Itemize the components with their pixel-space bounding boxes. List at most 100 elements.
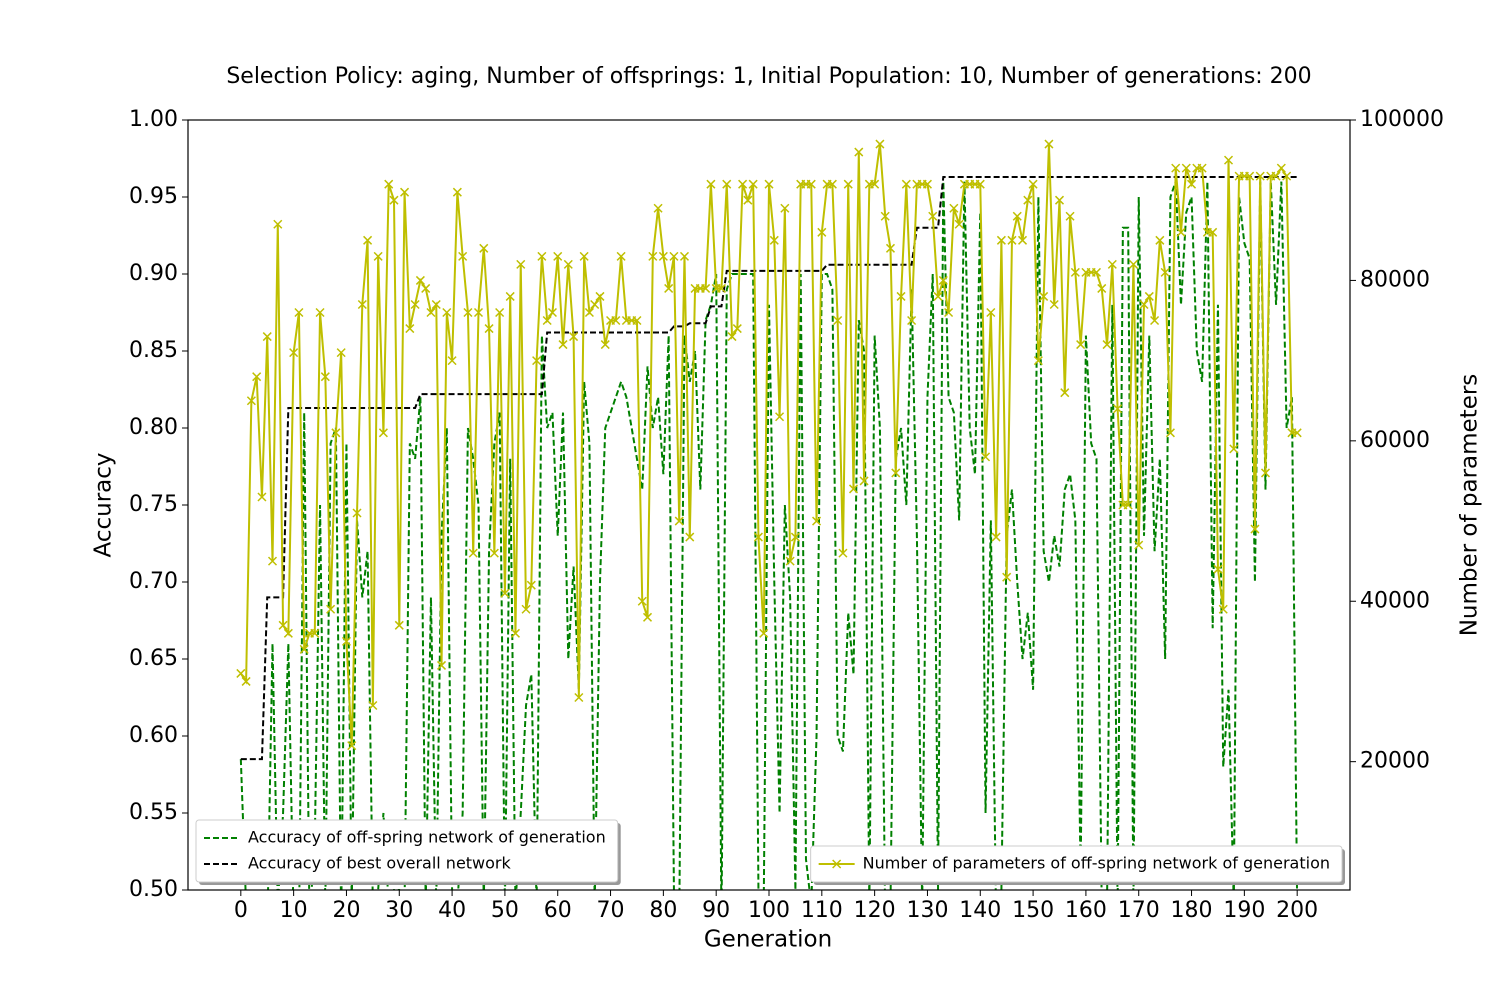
marker <box>848 484 859 494</box>
marker <box>1076 340 1086 350</box>
x-tick-label: 160 <box>1065 898 1107 923</box>
marker <box>790 532 800 542</box>
marker <box>558 340 568 350</box>
marker <box>473 307 484 318</box>
marker <box>1276 163 1286 173</box>
marker <box>479 243 489 253</box>
marker <box>1160 267 1170 277</box>
marker <box>738 179 748 189</box>
marker <box>1060 388 1070 398</box>
marker <box>843 179 853 189</box>
marker <box>1245 171 1255 181</box>
marker <box>1049 299 1059 310</box>
marker <box>584 307 594 318</box>
legend-box <box>195 819 619 883</box>
marker <box>1165 428 1175 438</box>
marker <box>590 299 600 310</box>
marker <box>1028 179 1038 189</box>
marker <box>574 692 584 703</box>
marker <box>1023 195 1033 205</box>
marker <box>1197 163 1207 173</box>
y2-axis-label: Number of parameters <box>1457 374 1483 637</box>
marker <box>521 604 531 614</box>
marker <box>400 187 410 197</box>
marker <box>458 251 468 261</box>
marker <box>283 628 293 638</box>
marker <box>537 251 547 261</box>
marker <box>838 548 848 558</box>
marker <box>299 644 309 654</box>
marker <box>341 636 351 646</box>
marker <box>542 315 552 326</box>
marker <box>727 332 737 342</box>
legend-label: Accuracy of off-spring network of genera… <box>248 828 606 847</box>
marker <box>986 307 996 318</box>
marker <box>1144 291 1154 301</box>
marker <box>1044 139 1054 149</box>
marker <box>996 235 1006 245</box>
marker <box>1255 171 1265 181</box>
marker <box>981 452 991 462</box>
marker <box>701 283 711 293</box>
y2-tick-label: 100000 <box>1360 107 1444 132</box>
marker <box>500 588 510 598</box>
marker <box>1229 444 1239 454</box>
x-tick-label: 10 <box>280 898 308 923</box>
series-line <box>240 175 1298 761</box>
marker <box>415 275 425 285</box>
marker <box>442 307 452 318</box>
marker <box>817 227 827 237</box>
marker <box>421 283 431 293</box>
marker <box>1070 267 1080 277</box>
marker <box>759 628 769 638</box>
marker <box>743 195 753 205</box>
marker <box>347 741 357 751</box>
y-tick-label: 0.70 <box>129 569 178 594</box>
y-tick-label: 0.75 <box>129 492 178 517</box>
marker <box>357 299 367 310</box>
x-tick-label: 100 <box>748 898 790 923</box>
marker <box>431 299 441 310</box>
legend-box <box>810 845 1343 883</box>
x-tick-label: 140 <box>959 898 1001 923</box>
marker <box>389 195 399 205</box>
marker <box>1097 283 1107 293</box>
marker <box>294 307 304 318</box>
marker <box>526 580 536 590</box>
marker <box>722 179 732 189</box>
marker <box>505 291 515 301</box>
marker <box>532 356 542 366</box>
marker <box>806 179 816 189</box>
marker <box>859 476 869 486</box>
marker <box>1139 299 1149 310</box>
marker <box>658 251 668 261</box>
marker <box>1150 315 1160 326</box>
marker <box>1282 171 1292 181</box>
marker <box>775 412 785 422</box>
marker <box>320 372 330 382</box>
marker <box>1213 564 1223 574</box>
marker <box>880 211 890 221</box>
y-tick-label: 0.65 <box>129 646 178 671</box>
plot-area <box>236 139 1302 890</box>
y-tick-label: 0.55 <box>129 800 178 825</box>
chart-title: Selection Policy: aging, Number of offsp… <box>226 64 1311 89</box>
marker <box>267 556 278 566</box>
x-tick-label: 60 <box>544 898 572 923</box>
marker <box>368 700 378 711</box>
marker <box>595 291 605 301</box>
marker <box>553 251 563 261</box>
marker <box>1271 171 1281 181</box>
legend-label: Accuracy of best overall network <box>248 854 512 873</box>
x-tick-label: 180 <box>1171 898 1213 923</box>
marker <box>1181 163 1191 173</box>
marker <box>901 179 911 189</box>
legend-marker <box>832 859 842 869</box>
y-tick-label: 0.80 <box>129 415 178 440</box>
marker <box>785 556 795 566</box>
marker <box>1223 155 1234 165</box>
marker <box>405 324 415 334</box>
marker <box>854 147 864 157</box>
marker <box>769 235 779 245</box>
marker <box>1123 500 1133 510</box>
